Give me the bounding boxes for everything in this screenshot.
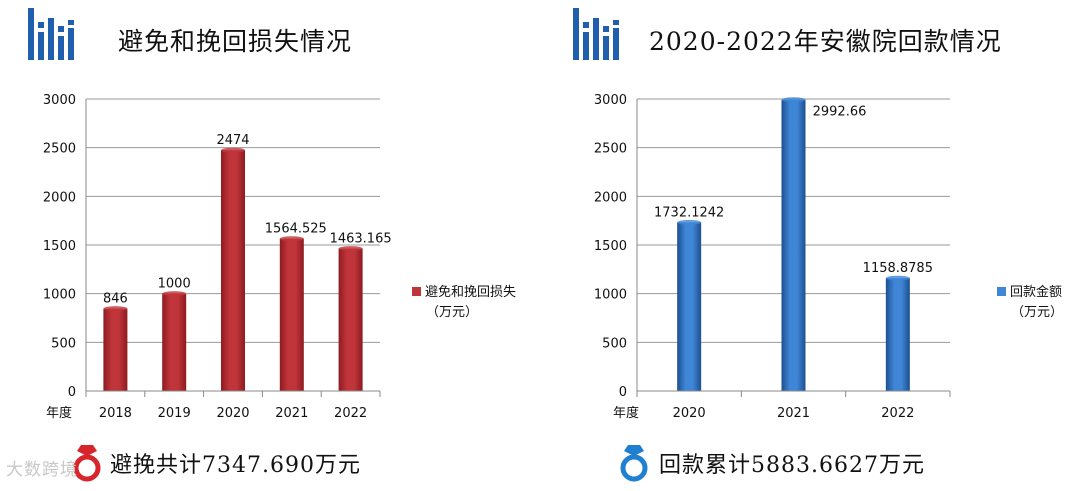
y-tick-label: 500 <box>51 336 76 351</box>
data-label-2022: 1463.165 <box>330 232 392 247</box>
bar-top-2021 <box>279 236 304 242</box>
x-tick-label: 2020 <box>673 406 706 421</box>
data-label-2018: 846 <box>103 292 128 307</box>
bar-chart-logo-icon <box>571 6 627 66</box>
x-axis-title: 年度 <box>46 405 72 421</box>
right-summary: 回款累计5883.6627万元 <box>617 443 925 483</box>
right-summary-text: 回款累计5883.6627万元 <box>659 453 925 478</box>
left-legend: 避免和挽回损失 （万元） <box>412 283 516 323</box>
y-tick-label: 1500 <box>43 239 76 254</box>
bar-top-2022 <box>885 275 910 281</box>
data-label-2021: 1564.525 <box>265 222 327 237</box>
left-chart-title: 避免和挽回损失情况 <box>118 27 353 56</box>
right-legend-label: 回款金额 <box>1010 285 1063 300</box>
y-tick-label: 500 <box>602 336 627 351</box>
bar-chart-logo-icon <box>26 6 82 66</box>
bar-2022 <box>885 278 910 391</box>
bar-top-2020 <box>221 147 245 153</box>
right-legend: 回款金额 （万元） <box>997 283 1063 323</box>
ring-icon <box>620 445 648 482</box>
legend-swatch <box>412 287 421 296</box>
x-tick-label: 2018 <box>99 406 132 421</box>
bar-top-2022 <box>338 246 363 252</box>
bar-2018 <box>103 308 128 391</box>
left-legend-unit: （万元） <box>426 305 479 320</box>
data-label-2020: 2474 <box>216 133 249 148</box>
bar-top-2019 <box>162 291 187 297</box>
x-tick-label: 2020 <box>216 406 249 421</box>
bar-top-2021 <box>781 97 806 103</box>
bar-2020 <box>677 222 702 391</box>
bar-2021 <box>781 99 806 392</box>
y-tick-label: 2000 <box>43 190 76 205</box>
left-legend-label: 避免和挽回损失 <box>425 285 517 300</box>
y-tick-label: 0 <box>68 385 76 400</box>
bar-2021 <box>279 238 304 391</box>
left-bar-chart: 0 500 1000 1500 2000 2500 3000 846 2018 1000 2019 2… <box>43 93 392 421</box>
right-legend-unit: （万元） <box>1011 305 1064 320</box>
ring-icon <box>73 445 101 482</box>
data-label-2019: 1000 <box>158 277 191 292</box>
y-tick-label: 2000 <box>594 190 627 205</box>
x-tick-label: 2022 <box>881 406 914 421</box>
y-tick-label: 3000 <box>594 93 627 108</box>
data-label-2022: 1158.8785 <box>863 261 933 276</box>
x-tick-label: 2022 <box>334 406 367 421</box>
bar-top-2020 <box>677 219 702 225</box>
bar-2022 <box>338 248 363 391</box>
x-tick-label: 2021 <box>275 406 308 421</box>
legend-swatch <box>997 287 1006 296</box>
y-tick-label: 1000 <box>594 288 627 303</box>
left-summary-text: 避挽共计7347.690万元 <box>110 453 361 478</box>
data-label-2021: 2992.66 <box>813 105 867 120</box>
left-chart-panel: 避免和挽回损失情况 0 500 1000 1500 2000 2500 3000 846 201… <box>26 6 516 483</box>
left-summary: 避挽共计7347.690万元 <box>70 443 361 483</box>
bar-top-2018 <box>103 306 128 312</box>
watermark: 大数跨境 <box>6 460 78 480</box>
right-chart-panel: 2020-2022年安徽院回款情况 0 500 1000 1500 2000 2500 30… <box>545 0 1080 491</box>
x-tick-label: 2019 <box>158 406 191 421</box>
right-bar-chart: 0 500 1000 1500 2000 2500 3000 1732.1242 2020 299… <box>594 93 951 421</box>
y-tick-label: 1000 <box>43 288 76 303</box>
x-tick-label: 2021 <box>777 406 810 421</box>
bar-2020 <box>221 150 245 391</box>
x-axis-title: 年度 <box>613 405 639 421</box>
y-tick-label: 3000 <box>43 93 76 108</box>
data-label-2020: 1732.1242 <box>654 205 724 220</box>
right-chart-title: 2020-2022年安徽院回款情况 <box>649 27 1002 56</box>
y-tick-label: 1500 <box>594 239 627 254</box>
y-tick-label: 0 <box>619 385 627 400</box>
y-tick-label: 2500 <box>594 142 627 157</box>
y-tick-label: 2500 <box>43 142 76 157</box>
bar-2019 <box>162 293 187 391</box>
